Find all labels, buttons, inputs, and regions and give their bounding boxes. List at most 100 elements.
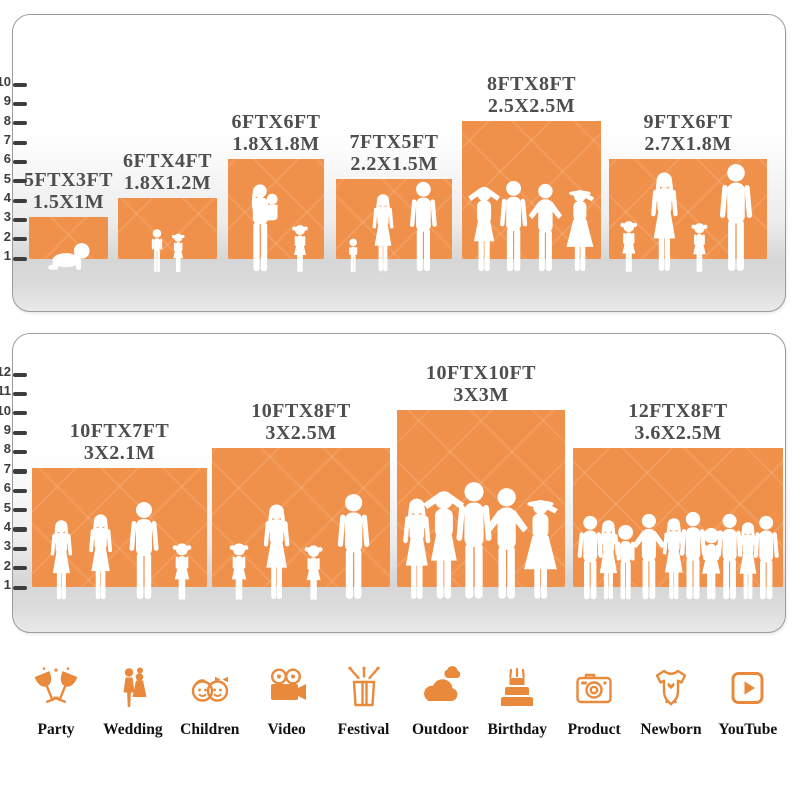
ruler-tick (13, 372, 27, 377)
backdrop-label-9ftx6ft: 9FTX6FT 2.7X1.8M (578, 111, 798, 155)
ruler-number: 1 (3, 577, 11, 592)
backdrop-size-m: 2.5X2.5M (487, 94, 576, 117)
backdrop-label-10ftx8ft: 10FTX8FT 3X2.5M (191, 400, 411, 444)
ruler-tick (13, 391, 27, 397)
ruler-number: 3 (3, 209, 11, 225)
ruler-tick (13, 469, 27, 474)
ruler-tick (13, 82, 27, 87)
category-children: Children (172, 664, 248, 739)
product-icon (570, 664, 618, 712)
backdrop-label-6ftx6ft: 6FTX6FT 1.8X1.8M (166, 111, 386, 155)
ruler-tick (13, 198, 27, 203)
girl-silhouette (291, 225, 308, 272)
backdrop-size-ft: 6FTX4FT (122, 150, 213, 172)
man-silhouette (753, 515, 779, 600)
man-silhouette (680, 511, 707, 600)
ruler-tick (13, 237, 27, 242)
category-outdoor: Outdoor (402, 664, 478, 739)
boy-silhouette (152, 229, 163, 273)
ruler-number: 12 (0, 364, 11, 380)
girl-silhouette (620, 221, 638, 272)
ruler-number: 3 (3, 538, 11, 554)
silhouette-group (212, 441, 390, 601)
backdrop-box-6ftx6ft (228, 159, 324, 259)
boy-silhouette (616, 524, 635, 600)
category-video: Video (249, 664, 325, 739)
backdrop-size-ft: 9FTX6FT (643, 111, 733, 134)
video-icon (263, 664, 311, 712)
backdrop-label-10ftx10ft: 10FTX10FT 3X3M (371, 362, 591, 406)
category-product: Product (556, 664, 632, 739)
category-wedding: Wedding (95, 664, 171, 739)
backdrop-size-m: 1.8X1.8M (232, 133, 320, 156)
ruler-number: 8 (3, 112, 11, 128)
ruler-number: 1 (3, 248, 11, 263)
backdrop-size-ft: 10FTX8FT (251, 400, 351, 423)
man-silhouette (499, 180, 527, 272)
backdrop-size-ft: 5FTX3FT (23, 169, 114, 192)
silhouette-group (32, 441, 207, 601)
category-label: Birthday (487, 721, 547, 738)
ruler-tick (13, 217, 27, 223)
ruler-tick (13, 411, 27, 416)
ruler-number: 4 (3, 190, 11, 205)
backdrop-size-ft: 8FTX8FT (486, 72, 577, 95)
woman-silhouette (597, 520, 620, 600)
girl-silhouette (691, 223, 708, 272)
silhouette-group (336, 113, 452, 273)
backdrop-size-m: 1.8X1.2M (123, 172, 212, 194)
party-icon (32, 664, 80, 712)
woman-in-hat-silhouette (523, 499, 558, 599)
girl-silhouette (229, 543, 249, 600)
ruler-number: 11 (0, 383, 11, 399)
backdrop-size-m: 3X2.1M (83, 441, 156, 464)
category-label: YouTube (718, 721, 778, 738)
ruler-tick (13, 430, 27, 435)
man-silhouette (456, 482, 492, 599)
birthday-icon (493, 664, 541, 712)
backdrop-label-12ftx8ft: 12FTX8FT 3.6X2.5M (568, 400, 788, 444)
woman-silhouette (737, 522, 759, 600)
backdrop-label-8ftx8ft: 8FTX8FT 2.5X2.5M (422, 73, 642, 117)
woman-silhouette (651, 172, 678, 271)
children-icon (186, 664, 234, 712)
category-youtube: YouTube (710, 664, 786, 739)
ruler-number: 9 (3, 422, 11, 438)
ruler-number: 5 (3, 499, 11, 515)
ruler-number: 2 (3, 557, 11, 573)
toddler-silhouette (349, 238, 358, 273)
ruler-number: 9 (3, 93, 11, 109)
youtube-icon (724, 664, 772, 712)
ruler-number: 4 (3, 518, 11, 534)
man-silhouette (129, 502, 160, 599)
backdrop-box-5ftx3ft (29, 217, 108, 259)
category-label: Festival (337, 721, 390, 738)
ruler-tick (13, 449, 27, 455)
woman-silhouette (372, 194, 394, 272)
category-festival: Festival (326, 664, 402, 739)
silhouette-group (118, 113, 217, 273)
woman-hand-on-hip-silhouette (403, 498, 431, 599)
backdrop-label-10ftx7ft: 10FTX7FT 3X2.1M (10, 420, 230, 464)
ruler-tick (13, 508, 27, 513)
crawling-baby-silhouette (47, 243, 90, 271)
category-label: Newborn (640, 721, 702, 738)
backdrop-size-m: 2.7X1.8M (644, 133, 732, 156)
backdrop-size-m: 3X2.5M (265, 422, 337, 445)
woman-arms-up-silhouette (423, 491, 464, 599)
ruler-number: 5 (3, 170, 11, 186)
category-party: Party (18, 664, 94, 739)
category-label: Video (267, 721, 306, 738)
girl-silhouette (172, 233, 185, 273)
backdrop-size-ft: 7FTX5FT (349, 130, 439, 153)
ruler-number: 10 (0, 402, 11, 418)
silhouette-group (397, 441, 565, 601)
backdrop-size-ft: 12FTX8FT (628, 400, 728, 423)
outdoor-icon (416, 664, 464, 712)
ruler-tick (13, 546, 27, 551)
category-label: Children (180, 721, 240, 738)
ruler-tick (13, 527, 27, 532)
ruler-number: 2 (3, 228, 11, 244)
ruler-number: 8 (3, 441, 11, 457)
